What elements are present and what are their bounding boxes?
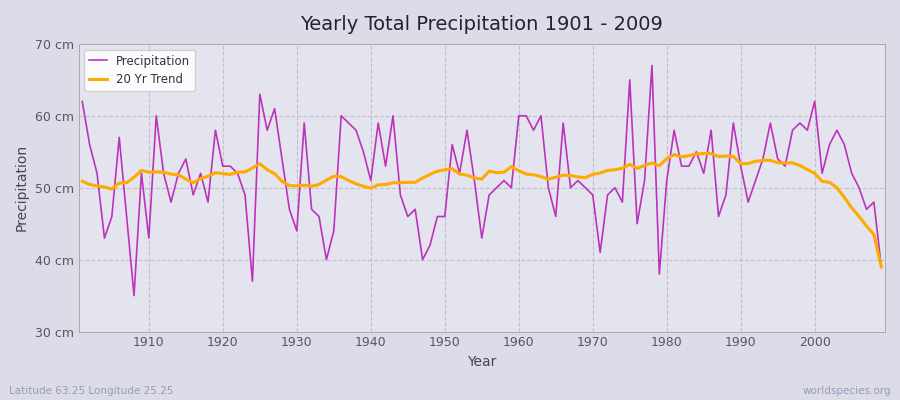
20 Yr Trend [343, 178, 354, 183]
20 Yr Trend [876, 264, 886, 269]
Precipitation [646, 63, 657, 68]
Legend: Precipitation, 20 Yr Trend: Precipitation, 20 Yr Trend [85, 50, 195, 91]
Precipitation [351, 128, 362, 132]
Title: Yearly Total Precipitation 1901 - 2009: Yearly Total Precipitation 1901 - 2009 [301, 15, 663, 34]
20 Yr Trend [506, 164, 517, 169]
Precipitation [876, 264, 886, 269]
Text: Latitude 63.25 Longitude 25.25: Latitude 63.25 Longitude 25.25 [9, 386, 174, 396]
Precipitation [306, 207, 317, 212]
20 Yr Trend [299, 183, 310, 188]
Precipitation [609, 185, 620, 190]
Precipitation [129, 293, 140, 298]
20 Yr Trend [136, 168, 147, 173]
X-axis label: Year: Year [467, 355, 497, 369]
Precipitation [513, 114, 524, 118]
20 Yr Trend [76, 179, 87, 184]
Line: Precipitation: Precipitation [82, 66, 881, 296]
Text: worldspecies.org: worldspecies.org [803, 386, 891, 396]
Precipitation [521, 114, 532, 118]
Precipitation [76, 99, 87, 104]
Line: 20 Yr Trend: 20 Yr Trend [82, 154, 881, 267]
Precipitation [143, 236, 154, 240]
20 Yr Trend [602, 168, 613, 173]
Y-axis label: Precipitation: Precipitation [15, 144, 29, 231]
20 Yr Trend [698, 151, 709, 156]
20 Yr Trend [513, 168, 524, 173]
